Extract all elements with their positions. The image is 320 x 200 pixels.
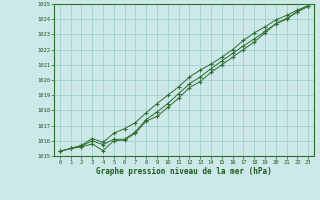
X-axis label: Graphe pression niveau de la mer (hPa): Graphe pression niveau de la mer (hPa) <box>96 167 272 176</box>
